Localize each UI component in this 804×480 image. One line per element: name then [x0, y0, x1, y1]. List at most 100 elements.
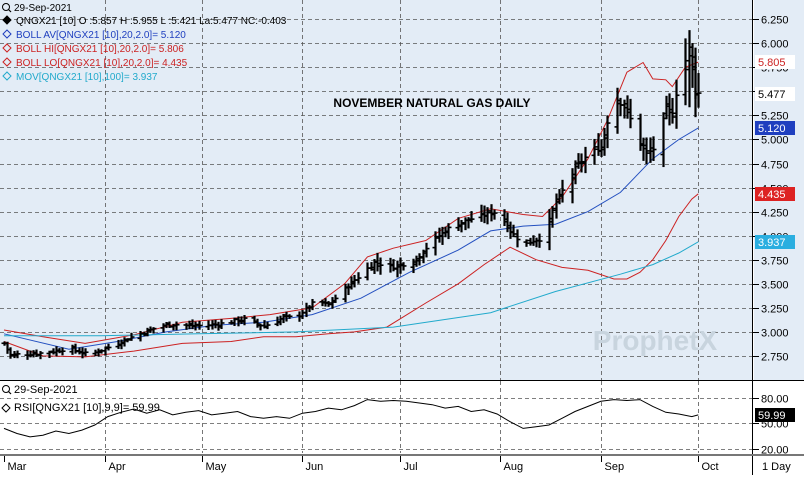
rsi-value-tag-text: 59.99: [758, 410, 786, 422]
axes: 6.2506.0005.7505.5005.2505.0004.7504.500…: [4, 15, 795, 473]
rsi-value-tag: 59.99: [755, 408, 795, 422]
time-axis-background: [0, 456, 804, 475]
ohlc-bar: [37, 351, 44, 360]
ohlc-bar: [105, 343, 112, 351]
price-axis-background: [754, 0, 804, 453]
legend-entry: BOLL AV[QNGX21 [10],20,2.0]= 5.120: [16, 30, 186, 41]
ohlc-bar: [7, 347, 14, 359]
rsi-legend: RSI[QNGX21 [10],9,9]= 59.99: [14, 402, 160, 414]
ohlc-bar: [416, 253, 423, 266]
ohlc-bar: [604, 115, 611, 149]
bollinger-low-line: [3, 193, 699, 358]
ohlc-bar: [218, 319, 225, 330]
price-tick-label: 3.500: [761, 280, 789, 292]
value-tag-box: [755, 87, 795, 101]
ohlc-bar: [627, 98, 634, 129]
price-tick-label: 3.250: [761, 304, 789, 316]
ohlc-bar-last: [692, 47, 699, 99]
value-tag: 3.937: [755, 235, 795, 249]
moving-average-line: [4, 241, 699, 337]
ohlc-bar: [173, 321, 180, 331]
legend-filled-diamond-icon: [2, 15, 12, 25]
value-tag-text: 5.477: [758, 89, 786, 101]
ohlc-bar: [14, 350, 21, 359]
price-tick-label: 3.000: [761, 328, 789, 340]
ohlc-bar: [332, 294, 339, 303]
clock-icon-handle: [8, 9, 12, 13]
rsi-clock-icon-handle: [8, 391, 12, 395]
value-tag: 5.477: [755, 87, 795, 101]
price-tick-label: 4.750: [761, 160, 789, 172]
ohlc-bar: [46, 350, 53, 359]
ohlc-bar: [491, 209, 498, 220]
price-tick-label: 5.000: [761, 135, 789, 147]
ohlc-bar: [523, 239, 530, 247]
ohlc-bar: [196, 320, 203, 330]
value-tag: 5.120: [755, 121, 795, 135]
ohlc-bar: [445, 223, 452, 240]
value-tag-text: 5.805: [758, 57, 786, 69]
rsi-line: [3, 399, 699, 438]
ohlc-bar: [325, 301, 332, 307]
month-tick-label: Sep: [605, 461, 625, 473]
rsi-value-tag-box: [755, 408, 795, 422]
value-tag-box: [755, 121, 795, 135]
ohlc-bar: [150, 327, 157, 334]
price-tick-label: 4.250: [761, 208, 789, 220]
legend-entry: MOV[QNGX21 [10],100]= 3.937: [16, 72, 158, 83]
legend-entry: BOLL LO[QNGX21 [10],20,2.0]= 4.435: [16, 58, 188, 69]
value-tag: 5.805: [755, 55, 795, 69]
month-tick-label: Mar: [8, 461, 27, 473]
ohlc-bar: [192, 321, 199, 331]
chart-labels: NOVEMBER NATURAL GAS DAILY 29-Sep-2021 2…: [14, 3, 531, 414]
ohlc-bar: [578, 153, 585, 173]
ohlc-bar: [432, 231, 439, 256]
rsi-tick-label: 80.00: [761, 394, 789, 406]
legend-hollow-diamond-icon: [2, 71, 12, 81]
value-tag-box: [755, 55, 795, 69]
gridlines: [0, 0, 752, 453]
ohlc-bar: [643, 137, 650, 165]
price-tick-label: 6.000: [761, 39, 789, 51]
ohlc-bar: [82, 348, 89, 357]
rsi-date-header: 29-Sep-2021: [14, 384, 78, 396]
clock-icon: [2, 3, 12, 13]
ohlc-bar: [650, 136, 657, 161]
bollinger-average-line: [3, 127, 699, 350]
price-tick-label: 2.750: [761, 352, 789, 364]
month-tick-label: Oct: [702, 461, 719, 473]
watermark: ProphetX: [593, 325, 718, 356]
legend-hollow-diamond-icon: [2, 43, 12, 53]
ohlc-bar: [241, 314, 248, 326]
legend-hollow-diamond-icon: [2, 29, 12, 39]
month-tick-label: Jun: [306, 461, 324, 473]
ohlc-bar: [355, 272, 362, 284]
month-tick-label: Jul: [404, 461, 418, 473]
rsi-tick-label: 20.00: [761, 445, 789, 457]
watermark-text: ProphetX: [593, 325, 718, 356]
ohlc-bar: [484, 207, 491, 225]
ohlc-bar: [468, 211, 475, 223]
ohlc-bar: [559, 179, 566, 203]
chart-title: NOVEMBER NATURAL GAS DAILY: [333, 96, 530, 110]
ohlc-bar: [682, 38, 689, 106]
price-tick-label: 5.250: [761, 111, 789, 123]
legend: QNGX21 [10] O :5.857 H :5.955 L :5.421 L…: [1, 3, 287, 413]
ohlc-bar: [582, 146, 589, 174]
rsi-plot-background: [0, 381, 752, 453]
price-plot-background: [0, 0, 752, 380]
ohlc-bar: [673, 79, 680, 129]
legend-hollow-diamond-icon: [2, 57, 12, 67]
legend-entry: QNGX21 [10] O :5.857 H :5.955 L :5.421 L…: [16, 16, 287, 27]
value-tag: 4.435: [755, 187, 795, 201]
ohlc-bar: [128, 332, 135, 341]
value-tag-box: [755, 235, 795, 249]
ohlc-bar: [264, 321, 271, 330]
ohlc-bar: [124, 338, 131, 343]
ohlc-bars: [1, 30, 702, 360]
ohlc-bar: [591, 138, 598, 165]
value-tag-text: 5.120: [758, 123, 786, 135]
